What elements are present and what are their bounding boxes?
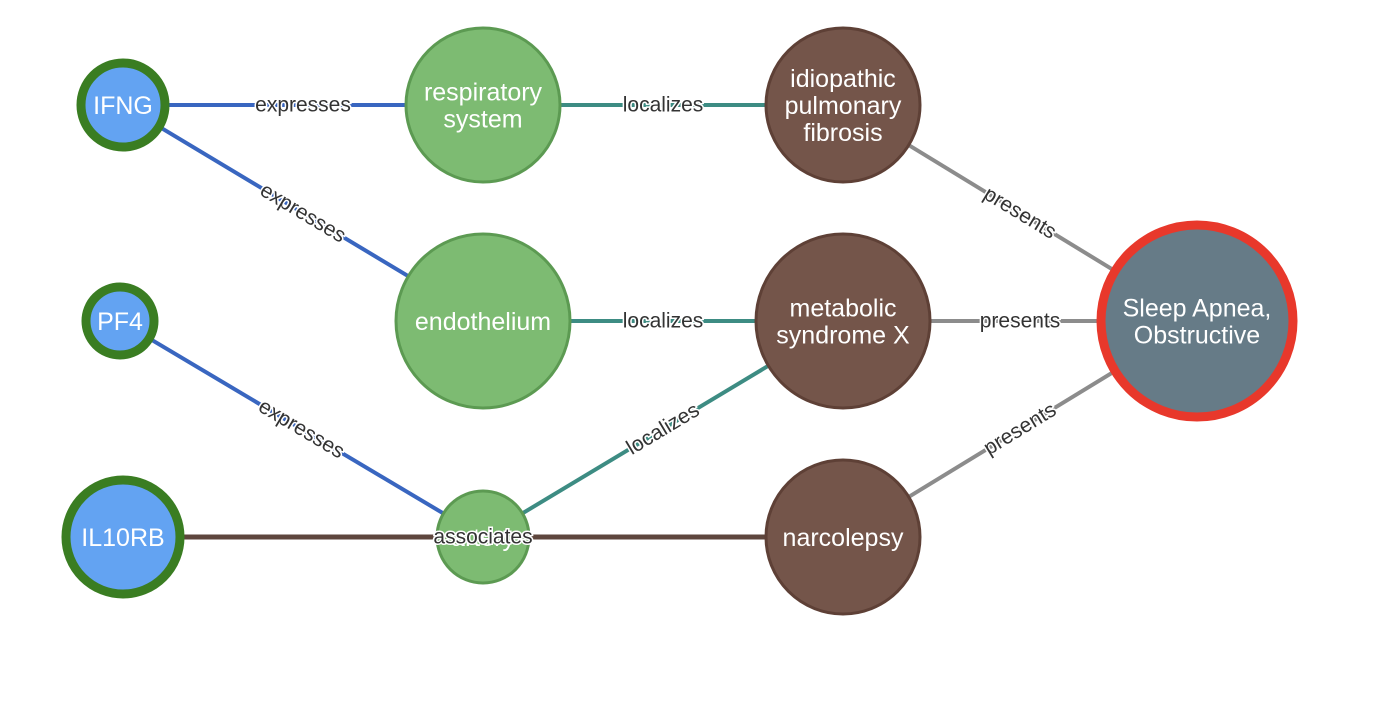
node-circle — [76, 58, 170, 152]
node-label: system — [443, 106, 522, 134]
node-label: idiopathic — [790, 65, 896, 93]
edge-label-associates: associates — [433, 526, 532, 549]
node-label: syndrome X — [776, 322, 910, 350]
edge-label-presents: presents — [980, 310, 1061, 333]
node-label: IL10RB — [81, 524, 164, 552]
node-label: narcolepsy — [783, 524, 904, 552]
edge-label-expresses: expresses — [255, 94, 351, 117]
node-circle — [1096, 220, 1298, 422]
edge-label-localizes: localizes — [623, 310, 704, 333]
edge-label-localizes: localizes — [623, 94, 704, 117]
node-label: Obstructive — [1134, 322, 1260, 350]
edge-label-localizes: localizes — [623, 398, 704, 459]
node-circle — [61, 475, 185, 599]
edge-label-presents: presents — [980, 182, 1061, 244]
node-label: endothelium — [415, 308, 551, 336]
node-circle — [764, 26, 922, 184]
node-circle — [404, 26, 562, 184]
node-endothelium[interactable]: endothelium — [394, 232, 572, 410]
node-il10rb[interactable]: IL10RB — [61, 475, 185, 599]
node-label: PF4 — [97, 308, 143, 336]
node-sleep-apnea[interactable]: Sleep Apnea,Obstructive — [1096, 220, 1298, 422]
edge-label-expresses: expresses — [254, 395, 348, 464]
node-artery[interactable]: artery — [435, 489, 531, 585]
node-label: respiratory — [424, 79, 543, 107]
node-circle — [394, 232, 572, 410]
node-label: metabolic — [790, 295, 897, 323]
node-label: Sleep Apnea, — [1123, 295, 1272, 323]
node-circle — [754, 232, 932, 410]
node-circle — [764, 458, 922, 616]
node-label: pulmonary — [785, 92, 902, 120]
node-label: artery — [451, 524, 515, 552]
node-circle — [435, 489, 531, 585]
node-ifng[interactable]: IFNG — [76, 58, 170, 152]
node-pf4[interactable]: PF4 — [81, 282, 159, 360]
edge-label-expresses: expresses — [256, 179, 350, 248]
node-label: fibrosis — [803, 119, 882, 147]
edge-label-presents: presents — [980, 398, 1061, 460]
node-label: IFNG — [93, 92, 153, 120]
node-narcolepsy[interactable]: narcolepsy — [764, 458, 922, 616]
node-circle — [81, 282, 159, 360]
edge-pf4-artery — [118, 319, 485, 539]
